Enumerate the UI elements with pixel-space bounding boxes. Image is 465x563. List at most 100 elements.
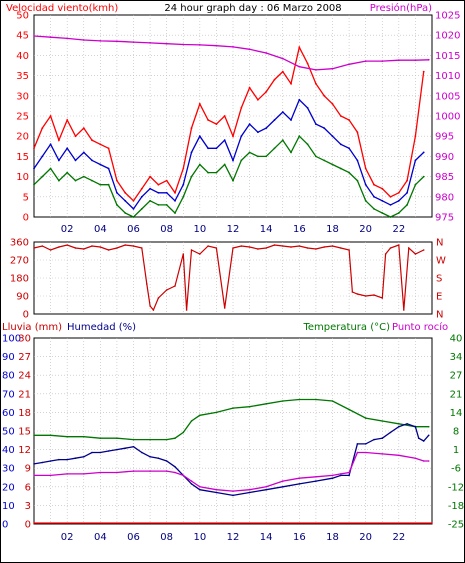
humidity-y-tick: 21 <box>18 389 31 400</box>
data-point <box>91 245 93 247</box>
data-point <box>199 414 201 417</box>
data-point <box>124 244 126 246</box>
data-point <box>116 191 118 194</box>
pressure-y-tick: 1015 <box>435 51 460 62</box>
direction-grid <box>34 242 432 314</box>
data-point <box>116 437 118 440</box>
humidity-y-tick: 30 <box>18 334 31 345</box>
data-point <box>132 216 135 218</box>
wind-series-1 <box>33 98 425 210</box>
data-point <box>99 143 102 146</box>
temperature-y-tick: -12 <box>448 482 464 493</box>
data-point <box>281 57 284 60</box>
data-point <box>348 119 350 121</box>
data-point <box>215 123 218 125</box>
data-point <box>33 434 35 437</box>
data-point <box>99 183 102 186</box>
temp-x-tick: 18 <box>326 532 339 543</box>
data-point <box>315 248 317 250</box>
data-point <box>273 119 276 121</box>
data-point <box>348 474 350 477</box>
data-point <box>356 451 359 454</box>
data-point <box>74 159 77 162</box>
data-point <box>265 155 268 158</box>
wind-left-ticks: 0 5 10 15 20 25 30 35 40 45 50 <box>16 11 29 224</box>
data-point <box>185 309 188 311</box>
data-point <box>427 425 430 428</box>
temp-hum-series-3 <box>33 522 433 524</box>
data-point <box>146 283 148 285</box>
data-point <box>182 253 185 255</box>
data-point <box>33 522 35 524</box>
data-point <box>364 451 367 454</box>
temperature-y-tick: -18 <box>448 501 464 512</box>
data-point <box>298 135 301 138</box>
pressure-y-tick: 980 <box>435 192 454 203</box>
data-point <box>91 179 93 182</box>
data-point <box>348 471 350 474</box>
data-point <box>165 191 168 194</box>
direction-compass-label: N <box>436 310 443 321</box>
direction-compass-label: N <box>436 238 443 249</box>
data-point <box>381 212 384 214</box>
data-point <box>281 111 284 113</box>
data-point <box>232 179 234 182</box>
data-point <box>422 460 425 462</box>
data-point <box>66 147 69 150</box>
data-point <box>41 175 44 178</box>
data-point <box>397 59 400 62</box>
data-point <box>207 245 209 247</box>
data-point <box>306 143 309 146</box>
data-point <box>298 65 301 68</box>
data-point <box>82 127 85 129</box>
data-point <box>339 143 342 146</box>
data-point <box>364 167 367 170</box>
data-point <box>152 309 155 311</box>
data-point <box>116 179 118 182</box>
temp-hum-series-0 <box>33 398 430 441</box>
rain-y-tick: 50 <box>2 427 15 438</box>
data-point <box>397 191 400 194</box>
data-point <box>348 249 350 251</box>
temp-x-tick: 22 <box>392 532 405 543</box>
data-point <box>298 398 301 401</box>
data-point <box>49 460 52 462</box>
direction-compass-label: W <box>436 256 446 267</box>
direction-compass-label: E <box>436 292 442 303</box>
data-point <box>141 247 143 249</box>
data-point <box>223 115 226 117</box>
data-point <box>66 244 68 246</box>
data-point <box>124 447 126 450</box>
data-point <box>381 199 384 202</box>
data-point <box>132 41 135 43</box>
data-point <box>257 98 259 101</box>
data-point <box>149 438 151 441</box>
data-point <box>107 450 110 452</box>
humidity-y-tick: 9 <box>25 464 31 475</box>
data-point <box>232 490 234 492</box>
data-point <box>124 212 127 214</box>
data-point <box>331 135 334 138</box>
data-point <box>207 147 210 150</box>
data-point <box>132 470 135 472</box>
data-point <box>248 405 251 408</box>
data-point <box>149 187 152 190</box>
data-point <box>381 60 384 62</box>
data-point <box>414 59 417 62</box>
pressure-y-tick: 990 <box>435 152 454 163</box>
temperature-right-ticks: -25 -18 -12 -6 1 8 14 21 27 34 40 <box>448 334 464 531</box>
data-point <box>83 456 85 458</box>
wind-series-2 <box>33 135 425 218</box>
series-line <box>33 135 425 218</box>
data-point <box>232 159 234 162</box>
data-point <box>348 63 350 66</box>
data-point <box>265 127 268 129</box>
data-point <box>33 474 35 477</box>
data-point <box>74 179 77 182</box>
data-point <box>199 486 201 488</box>
data-point <box>406 179 408 182</box>
rain-y-tick: 10 <box>2 501 15 512</box>
data-point <box>165 42 168 45</box>
data-point <box>240 135 243 138</box>
humidity-y-tick: 24 <box>18 371 31 382</box>
